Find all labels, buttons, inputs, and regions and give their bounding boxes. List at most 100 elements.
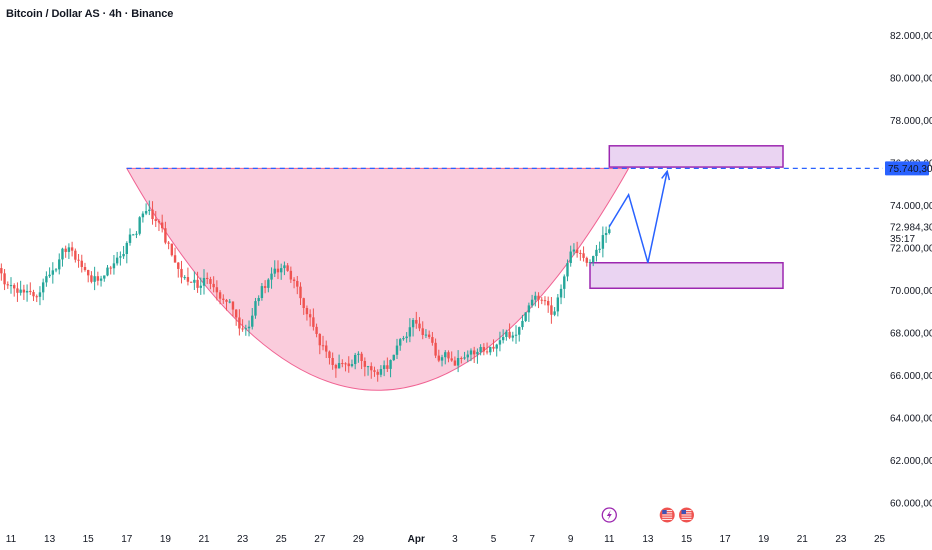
candle-body: [16, 288, 19, 293]
candle-body: [54, 269, 58, 271]
candle-body: [238, 317, 241, 329]
time-tick-label: 13: [642, 534, 654, 545]
candle-body: [148, 209, 151, 212]
candle-body: [495, 344, 498, 349]
candle-body: [312, 317, 315, 327]
candle-body: [228, 301, 231, 303]
candle-body: [45, 276, 48, 283]
time-tick-label: 23: [237, 534, 249, 545]
time-axis[interactable]: 11 13 15 17 19 21 23 25 27 29 Apr 3 5 7 9 11 13 15 17 19 21 2…: [6, 534, 886, 545]
candle-body: [196, 279, 199, 288]
candle-body: [74, 250, 77, 260]
candle-body: [302, 298, 305, 309]
time-tick-label: 29: [353, 534, 365, 545]
candle-body: [25, 290, 29, 293]
price-tick-label: 82.000,00: [890, 31, 932, 42]
candle-body: [276, 268, 280, 273]
candle-body: [103, 275, 106, 279]
candle-body: [61, 248, 64, 260]
candle-body: [19, 289, 22, 293]
candle-body: [115, 257, 119, 264]
candle-body: [48, 274, 51, 277]
candle-body: [363, 360, 367, 367]
price-tick-label: 80.000,00: [890, 73, 932, 84]
candle-body: [514, 334, 518, 336]
candle-body: [51, 270, 55, 275]
candle-body: [601, 235, 605, 249]
candle-body: [489, 346, 492, 353]
candle-body: [177, 262, 180, 269]
candle-body: [254, 301, 257, 316]
candle-body: [424, 334, 428, 336]
candle-body: [415, 319, 418, 324]
candle-body: [444, 352, 447, 358]
candle-body: [151, 209, 154, 220]
candle-body: [447, 352, 450, 359]
candle-body: [389, 360, 392, 369]
resistance-price-text: 75.740,30: [888, 164, 932, 175]
candle-body: [251, 315, 254, 327]
candle-body: [87, 270, 90, 276]
candle-body: [518, 327, 521, 335]
candle-body: [569, 251, 572, 264]
candle-body: [186, 277, 190, 282]
candle-body: [202, 277, 206, 286]
candle-body: [505, 331, 508, 337]
candle-body: [392, 354, 395, 361]
time-tick-label: 17: [720, 534, 732, 545]
lightning-icon: [606, 510, 612, 520]
candle-body: [344, 363, 347, 365]
candle-body: [244, 328, 248, 330]
candle-body: [70, 247, 74, 251]
candle-body: [485, 351, 489, 353]
candle-body: [575, 249, 579, 253]
candle-body: [315, 326, 318, 334]
candle-body: [173, 255, 177, 263]
candle-body: [431, 337, 434, 343]
candle-body: [460, 358, 463, 360]
candle-body: [604, 233, 608, 236]
candle-body: [189, 281, 193, 283]
price-tick-label: 72.000,00: [890, 243, 932, 254]
candle-body: [572, 249, 576, 252]
candle-body: [6, 284, 9, 286]
candle-body: [13, 285, 16, 289]
candle-body: [3, 273, 6, 285]
candle-body: [64, 248, 67, 252]
candle-body: [263, 286, 267, 288]
candle-body: [170, 243, 174, 256]
candle-body: [77, 259, 80, 261]
candle-body: [241, 328, 244, 330]
candle-body: [132, 234, 135, 236]
candle-body: [582, 253, 585, 258]
candle-body: [527, 305, 531, 313]
price-tick-label: 60.000,00: [890, 498, 932, 509]
candle-body: [138, 217, 141, 234]
candle-body: [199, 285, 202, 288]
candle-body: [553, 311, 556, 315]
support-zone: [589, 261, 784, 290]
candle-body: [109, 267, 112, 269]
target-zone: [608, 145, 784, 168]
candle-body: [386, 365, 389, 369]
candle-body: [370, 366, 373, 371]
candle-body: [0, 268, 3, 274]
candle-body: [373, 370, 376, 372]
cup-shape: [125, 167, 630, 391]
candle-body: [540, 299, 543, 301]
candle-body: [450, 358, 453, 361]
candle-body: [411, 319, 415, 328]
candle-body: [299, 286, 302, 299]
candle-body: [492, 346, 495, 349]
candle-body: [247, 326, 251, 329]
price-axis[interactable]: 82.000,0080.000,0078.000,0076.000,0074.0…: [890, 31, 932, 510]
candle-body: [35, 296, 38, 298]
candle-body: [559, 288, 563, 298]
candle-body: [218, 292, 222, 299]
price-tick-label: 70.000,00: [890, 286, 932, 297]
candle-body: [125, 242, 128, 254]
candle-body: [498, 340, 502, 345]
time-tick-label: Apr: [408, 534, 425, 545]
time-tick-label: 23: [835, 534, 847, 545]
